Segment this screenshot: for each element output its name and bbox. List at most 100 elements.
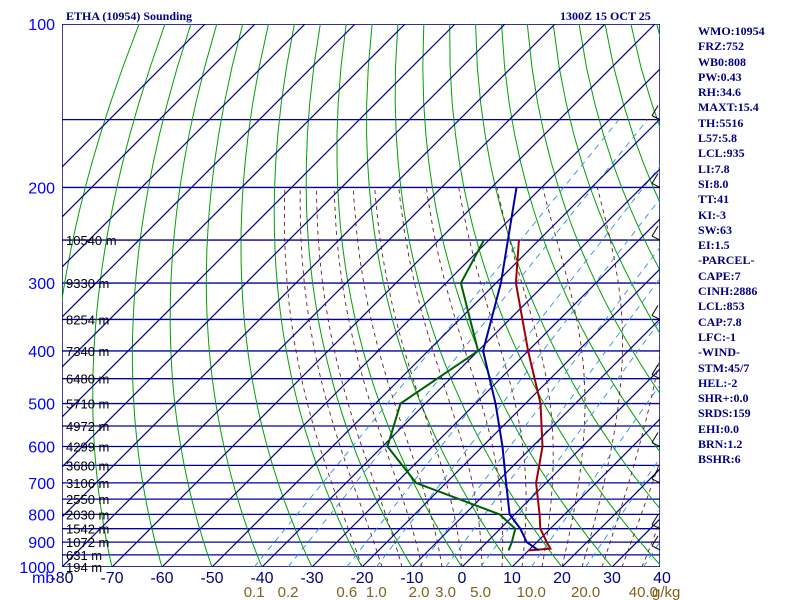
dewpoint-profile	[386, 239, 517, 551]
temperature-tick-label: -60	[150, 570, 173, 587]
height-label: 10540 m	[66, 233, 117, 248]
mixing-ratio-tick-label: 5.0	[470, 584, 491, 600]
index-item: SRDS:159	[698, 406, 751, 421]
mixing-ratio-tick-label: 1.0	[366, 584, 387, 600]
mixing-ratio-line	[585, 457, 660, 567]
pressure-tick-label: 200	[28, 180, 55, 197]
pressure-tick-label: 100	[28, 17, 55, 34]
index-item: SI:8.0	[698, 176, 729, 191]
isotherm-line	[62, 24, 256, 218]
index-item: LI:7.8	[698, 161, 730, 176]
wind-barb	[651, 364, 661, 380]
wind-barb	[651, 514, 661, 530]
wind-barb-staff	[651, 545, 661, 551]
moist-adiabat	[581, 187, 624, 567]
isotherm-line	[62, 24, 306, 268]
isotherm-line	[62, 24, 556, 518]
wind-barb-flag	[651, 305, 659, 316]
dry-adiabat	[578, 24, 660, 272]
temperature-tick-label: 30	[603, 570, 621, 587]
wind-barb-staff	[651, 524, 661, 530]
isotherm-line	[62, 24, 206, 168]
wind-barb-flag	[651, 468, 659, 480]
height-label: 4299 m	[66, 440, 109, 455]
isotherm-line	[62, 24, 606, 567]
isotherm-line	[411, 318, 660, 567]
index-item: EI:1.5	[698, 238, 730, 253]
index-item: KI:-3	[698, 207, 726, 222]
mixing-ratio-line	[445, 277, 660, 567]
mixing-ratio-line	[418, 246, 660, 567]
wind-barb-flag	[651, 225, 659, 237]
isotherm-line	[111, 24, 656, 567]
mixing-ratio-line	[253, 119, 620, 567]
temperature-tick-label: -80	[50, 570, 73, 587]
index-item: FRZ:752	[698, 39, 744, 54]
wind-barbs	[651, 105, 661, 551]
temperature-tick-label: 40	[653, 570, 671, 587]
index-item: SW:63	[698, 222, 733, 237]
dry-adiabat	[92, 24, 166, 567]
index-item: WB0:808	[698, 54, 746, 69]
isotherm-line	[62, 24, 356, 318]
pressure-tick-label: 400	[28, 344, 55, 361]
moist-adiabat	[333, 187, 423, 567]
index-item: BSHR:6	[698, 452, 741, 467]
sounding-profiles	[386, 187, 553, 552]
isotherm-line	[211, 118, 660, 567]
index-item: MAXT:15.4	[698, 100, 759, 115]
mixing-ratio-tick-label: 40.0	[629, 584, 658, 600]
temperature-tick-label: -40	[250, 570, 273, 587]
isotherm-line	[561, 468, 660, 567]
index-item: CINH:2886	[698, 284, 758, 299]
isotherm-line	[62, 24, 406, 368]
wind-barb-flag	[651, 173, 659, 184]
dry-adiabat	[394, 24, 563, 567]
isotherm-line	[511, 418, 660, 567]
isotherm-line	[461, 368, 660, 567]
moist-adiabat	[352, 187, 443, 567]
dry-adiabat	[552, 24, 660, 335]
mixing-ratio-lines	[253, 119, 660, 567]
wind-barb-staff	[651, 374, 661, 380]
wind-barb-staff	[651, 442, 661, 447]
height-label: 3106 m	[66, 476, 109, 491]
index-item: LFC:-1	[698, 329, 736, 344]
index-item: CAPE:7	[698, 268, 741, 283]
wind-barb-flag	[651, 105, 659, 116]
moist-adiabat	[458, 187, 527, 567]
temperature-tick-label: -30	[300, 570, 323, 587]
index-item: TT:41	[698, 192, 730, 207]
wind-barb	[651, 535, 661, 551]
mixing-ratio-tick-label: 0.1	[244, 584, 265, 600]
pressure-tick-label: 500	[28, 397, 55, 414]
temperature-tick-label: 20	[553, 570, 571, 587]
wind-barb-flag	[651, 514, 659, 525]
pressure-tick-label: 900	[28, 535, 55, 552]
wind-barb-staff	[651, 235, 661, 241]
wind-barb-staff	[651, 314, 661, 320]
mixing-ratio-tick-label: 20.0	[571, 584, 600, 600]
temperature-profile	[514, 240, 553, 552]
height-label: 7340 m	[66, 344, 109, 359]
stability-indices-panel: WMO:10954 FRZ:752 WB0:808 PW:0.43 RH:34.6 MAX…	[698, 24, 765, 468]
index-item: HEL:-2	[698, 375, 738, 390]
moist-adiabat	[641, 520, 660, 567]
index-item: WMO:10954	[698, 24, 765, 38]
moist-adiabat	[425, 187, 504, 567]
height-label: 194 m	[66, 560, 102, 575]
pressure-tick-label: 600	[28, 440, 55, 457]
moist-adiabat	[621, 460, 660, 567]
isotherm-line	[361, 268, 660, 567]
wind-barb	[651, 305, 661, 320]
height-label: 2030 m	[66, 507, 109, 522]
wind-barb	[651, 225, 661, 241]
index-item: L57:5.8	[698, 131, 737, 146]
temperature-tick-label: -70	[100, 570, 123, 587]
height-label: 8254 m	[66, 312, 109, 327]
dry-adiabat	[336, 24, 463, 567]
height-label: 2550 m	[66, 492, 109, 507]
index-item: -WIND-	[698, 345, 740, 360]
mixing-ratio-line	[287, 119, 648, 567]
mixing-ratio-line	[375, 198, 660, 567]
